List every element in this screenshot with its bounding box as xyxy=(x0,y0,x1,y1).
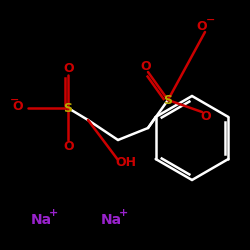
Text: Na: Na xyxy=(100,213,121,227)
Text: OH: OH xyxy=(116,156,136,170)
Text: Na: Na xyxy=(30,213,52,227)
Text: +: + xyxy=(120,208,128,218)
Text: +: + xyxy=(50,208,58,218)
Text: S: S xyxy=(64,102,72,114)
Text: O: O xyxy=(141,60,151,72)
Text: S: S xyxy=(164,94,172,106)
Text: O: O xyxy=(12,100,23,114)
Text: −: − xyxy=(206,15,216,25)
Text: O: O xyxy=(64,140,74,152)
Text: −: − xyxy=(10,95,20,105)
Text: O: O xyxy=(64,62,74,76)
Text: O: O xyxy=(197,20,207,34)
Text: O: O xyxy=(201,110,211,122)
